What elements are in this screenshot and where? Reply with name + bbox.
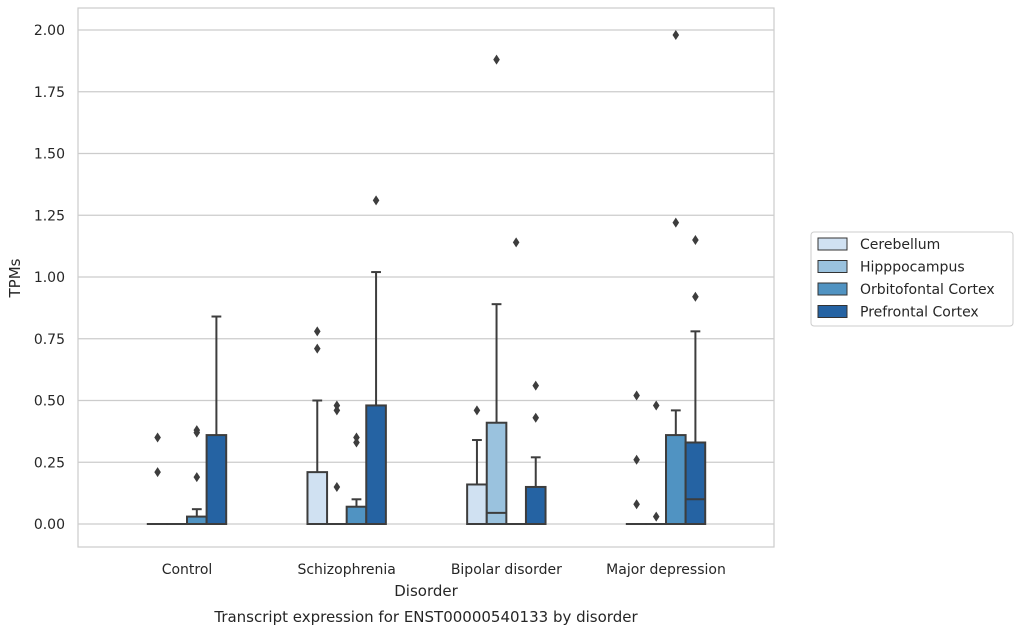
- legend-label: Hipppocampus: [860, 260, 965, 276]
- outlier-point: [672, 217, 680, 228]
- box: [466, 483, 488, 526]
- outlier-point: [652, 511, 660, 522]
- box: [186, 515, 208, 526]
- outlier-point: [353, 437, 360, 448]
- box-cerebellum: [306, 326, 329, 526]
- y-tick-label: 0.25: [34, 455, 65, 471]
- y-tick-label: 0.50: [34, 394, 65, 410]
- outlier-point: [633, 454, 640, 465]
- box-prefrontal-cortex: [205, 315, 228, 525]
- x-tick-label: Bipolar disorder: [451, 562, 562, 578]
- outlier-point: [532, 380, 540, 391]
- outlier-point: [473, 405, 481, 416]
- y-tick-label: 1.50: [34, 147, 65, 163]
- chart-caption: Transcript expression for ENST0000054013…: [213, 608, 638, 626]
- legend-swatch: [817, 282, 848, 296]
- x-tick-labels: Control Schizophrenia Bipolar disorder Majo…: [162, 562, 726, 578]
- outlier-point: [692, 234, 699, 245]
- box: [306, 471, 329, 526]
- y-tick-label: 1.25: [34, 208, 65, 224]
- legend-label: Cerebellum: [860, 237, 940, 253]
- x-tick-label: Control: [162, 562, 213, 578]
- legend-swatch: [817, 237, 848, 251]
- outlier-point: [313, 326, 321, 337]
- box: [345, 505, 368, 525]
- y-tick-label: 1.00: [34, 270, 65, 286]
- box-orbitofontal-cortex: [186, 425, 208, 526]
- box: [205, 434, 228, 525]
- box: [524, 485, 547, 526]
- outlier-point: [193, 472, 201, 483]
- outlier-point: [652, 400, 660, 411]
- y-axis-label: TPMs: [6, 258, 24, 298]
- x-axis-label: Disorder: [394, 582, 458, 600]
- outlier-point: [692, 291, 699, 302]
- outlier-point: [313, 343, 321, 354]
- box-prefrontal-cortex: [524, 380, 547, 526]
- outlier-point: [633, 390, 640, 401]
- box-orbitofontal-cortex: [345, 432, 368, 525]
- box-prefrontal-cortex: [684, 234, 707, 525]
- legend-swatch: [817, 260, 848, 273]
- outlier-point: [493, 54, 500, 65]
- box-prefrontal-cortex: [365, 195, 387, 525]
- outlier-point: [333, 481, 341, 492]
- legend-label: Prefrontal Cortex: [860, 305, 979, 321]
- outlier-point: [633, 499, 640, 510]
- box: [665, 434, 687, 525]
- y-tick-labels: 0.00 0.25 0.50 0.75 1.00 1.25 1.50 1.75 2.00: [34, 23, 65, 533]
- outlier-point: [672, 29, 680, 40]
- y-tick-label: 0.00: [34, 517, 65, 533]
- outlier-point: [333, 405, 341, 416]
- outlier-point: [532, 412, 540, 423]
- legend-label: Orbitofontal Cortex: [860, 282, 995, 298]
- y-tick-label: 0.75: [34, 332, 65, 348]
- outlier-point: [372, 195, 380, 206]
- y-tick-label: 1.75: [34, 85, 65, 101]
- outlier-point: [154, 432, 161, 443]
- box-series: [146, 29, 707, 526]
- outlier-point: [193, 427, 201, 438]
- y-tick-label: 2.00: [34, 23, 65, 39]
- legend-swatch: [817, 305, 848, 318]
- box: [485, 421, 508, 526]
- outlier-point: [154, 467, 161, 478]
- box-hipppocampus: [485, 54, 508, 526]
- legend: Cerebellum Hipppocampus Orbitofontal Corte…: [810, 231, 1014, 327]
- outlier-point: [512, 237, 520, 248]
- x-tick-label: Schizophrenia: [297, 562, 395, 578]
- box: [684, 441, 707, 525]
- box-orbitofontal-cortex: [665, 29, 687, 525]
- box: [365, 404, 387, 525]
- box-cerebellum: [146, 432, 169, 526]
- x-tick-label: Major depression: [606, 562, 726, 578]
- legend-frame: [810, 231, 1014, 327]
